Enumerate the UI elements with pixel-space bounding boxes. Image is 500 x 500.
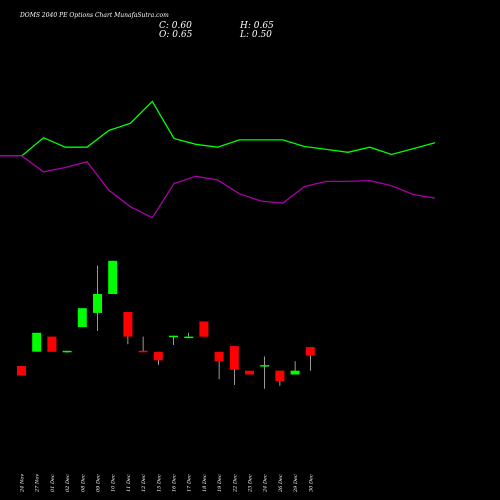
x-tick-label: 08 Dec xyxy=(80,474,86,492)
x-tick-label: 22 Dec xyxy=(232,474,238,493)
open-value: O: 0.65 xyxy=(159,30,193,40)
x-tick-label: 27 Nov xyxy=(35,474,41,493)
x-tick-label: 02 Dec xyxy=(65,474,71,492)
x-tick-label: 24 Nov xyxy=(20,474,26,493)
candle-body xyxy=(184,336,194,339)
candles-group xyxy=(17,260,315,389)
candle-body xyxy=(169,335,178,338)
x-tick-label: 30 Dec xyxy=(308,474,314,492)
candle-body xyxy=(138,350,148,353)
x-tick-label: 10 Dec xyxy=(111,474,117,492)
candle-body xyxy=(93,294,102,313)
x-tick-label: 15 Dec xyxy=(156,474,162,492)
candle-body xyxy=(275,370,285,382)
candle-body xyxy=(123,312,133,337)
high-value: H: 0.65 xyxy=(239,21,274,31)
candle-body xyxy=(245,370,254,375)
x-tick-label: 19 Dec xyxy=(217,474,223,492)
x-tick-label: 18 Dec xyxy=(202,474,208,492)
candle-body xyxy=(199,321,209,337)
x-tick-label: 09 Dec xyxy=(96,474,102,492)
x-axis-ticks: 24 Nov 27 Nov 01 Dec 02 Dec 08 Dec 09 Dec 10 D… xyxy=(20,474,315,493)
x-tick-label: 23 Dec xyxy=(248,474,254,493)
x-tick-label: 16 Dec xyxy=(172,474,178,492)
candle-body xyxy=(17,366,26,376)
low-value: L: 0.50 xyxy=(239,30,272,40)
x-tick-label: 11 Dec xyxy=(126,474,132,492)
candle-body xyxy=(305,347,315,356)
candle-body xyxy=(290,370,300,375)
x-tick-label: 29 Dec xyxy=(293,474,299,493)
x-tick-label: 01 Dec xyxy=(50,474,56,492)
upper-band-line xyxy=(0,100,436,157)
candle-body xyxy=(32,332,42,352)
x-tick-label: 17 Dec xyxy=(187,474,193,492)
candle-body xyxy=(229,346,239,370)
x-tick-label: 24 Dec xyxy=(263,474,269,493)
candle-body xyxy=(47,336,57,352)
candle-body xyxy=(62,350,72,353)
x-tick-label: 12 Dec xyxy=(141,474,147,492)
lower-band-line xyxy=(0,155,436,219)
candle-body xyxy=(214,351,224,362)
candle-body xyxy=(77,308,87,328)
candle-body xyxy=(153,351,163,361)
x-tick-label: 26 Dec xyxy=(278,474,284,493)
candle-body xyxy=(260,365,270,367)
chart-title: DOMS 2040 PE Options Chart MunafaSutra.c… xyxy=(19,12,169,19)
close-value: C: 0.60 xyxy=(159,21,192,31)
candle-body xyxy=(108,260,118,294)
